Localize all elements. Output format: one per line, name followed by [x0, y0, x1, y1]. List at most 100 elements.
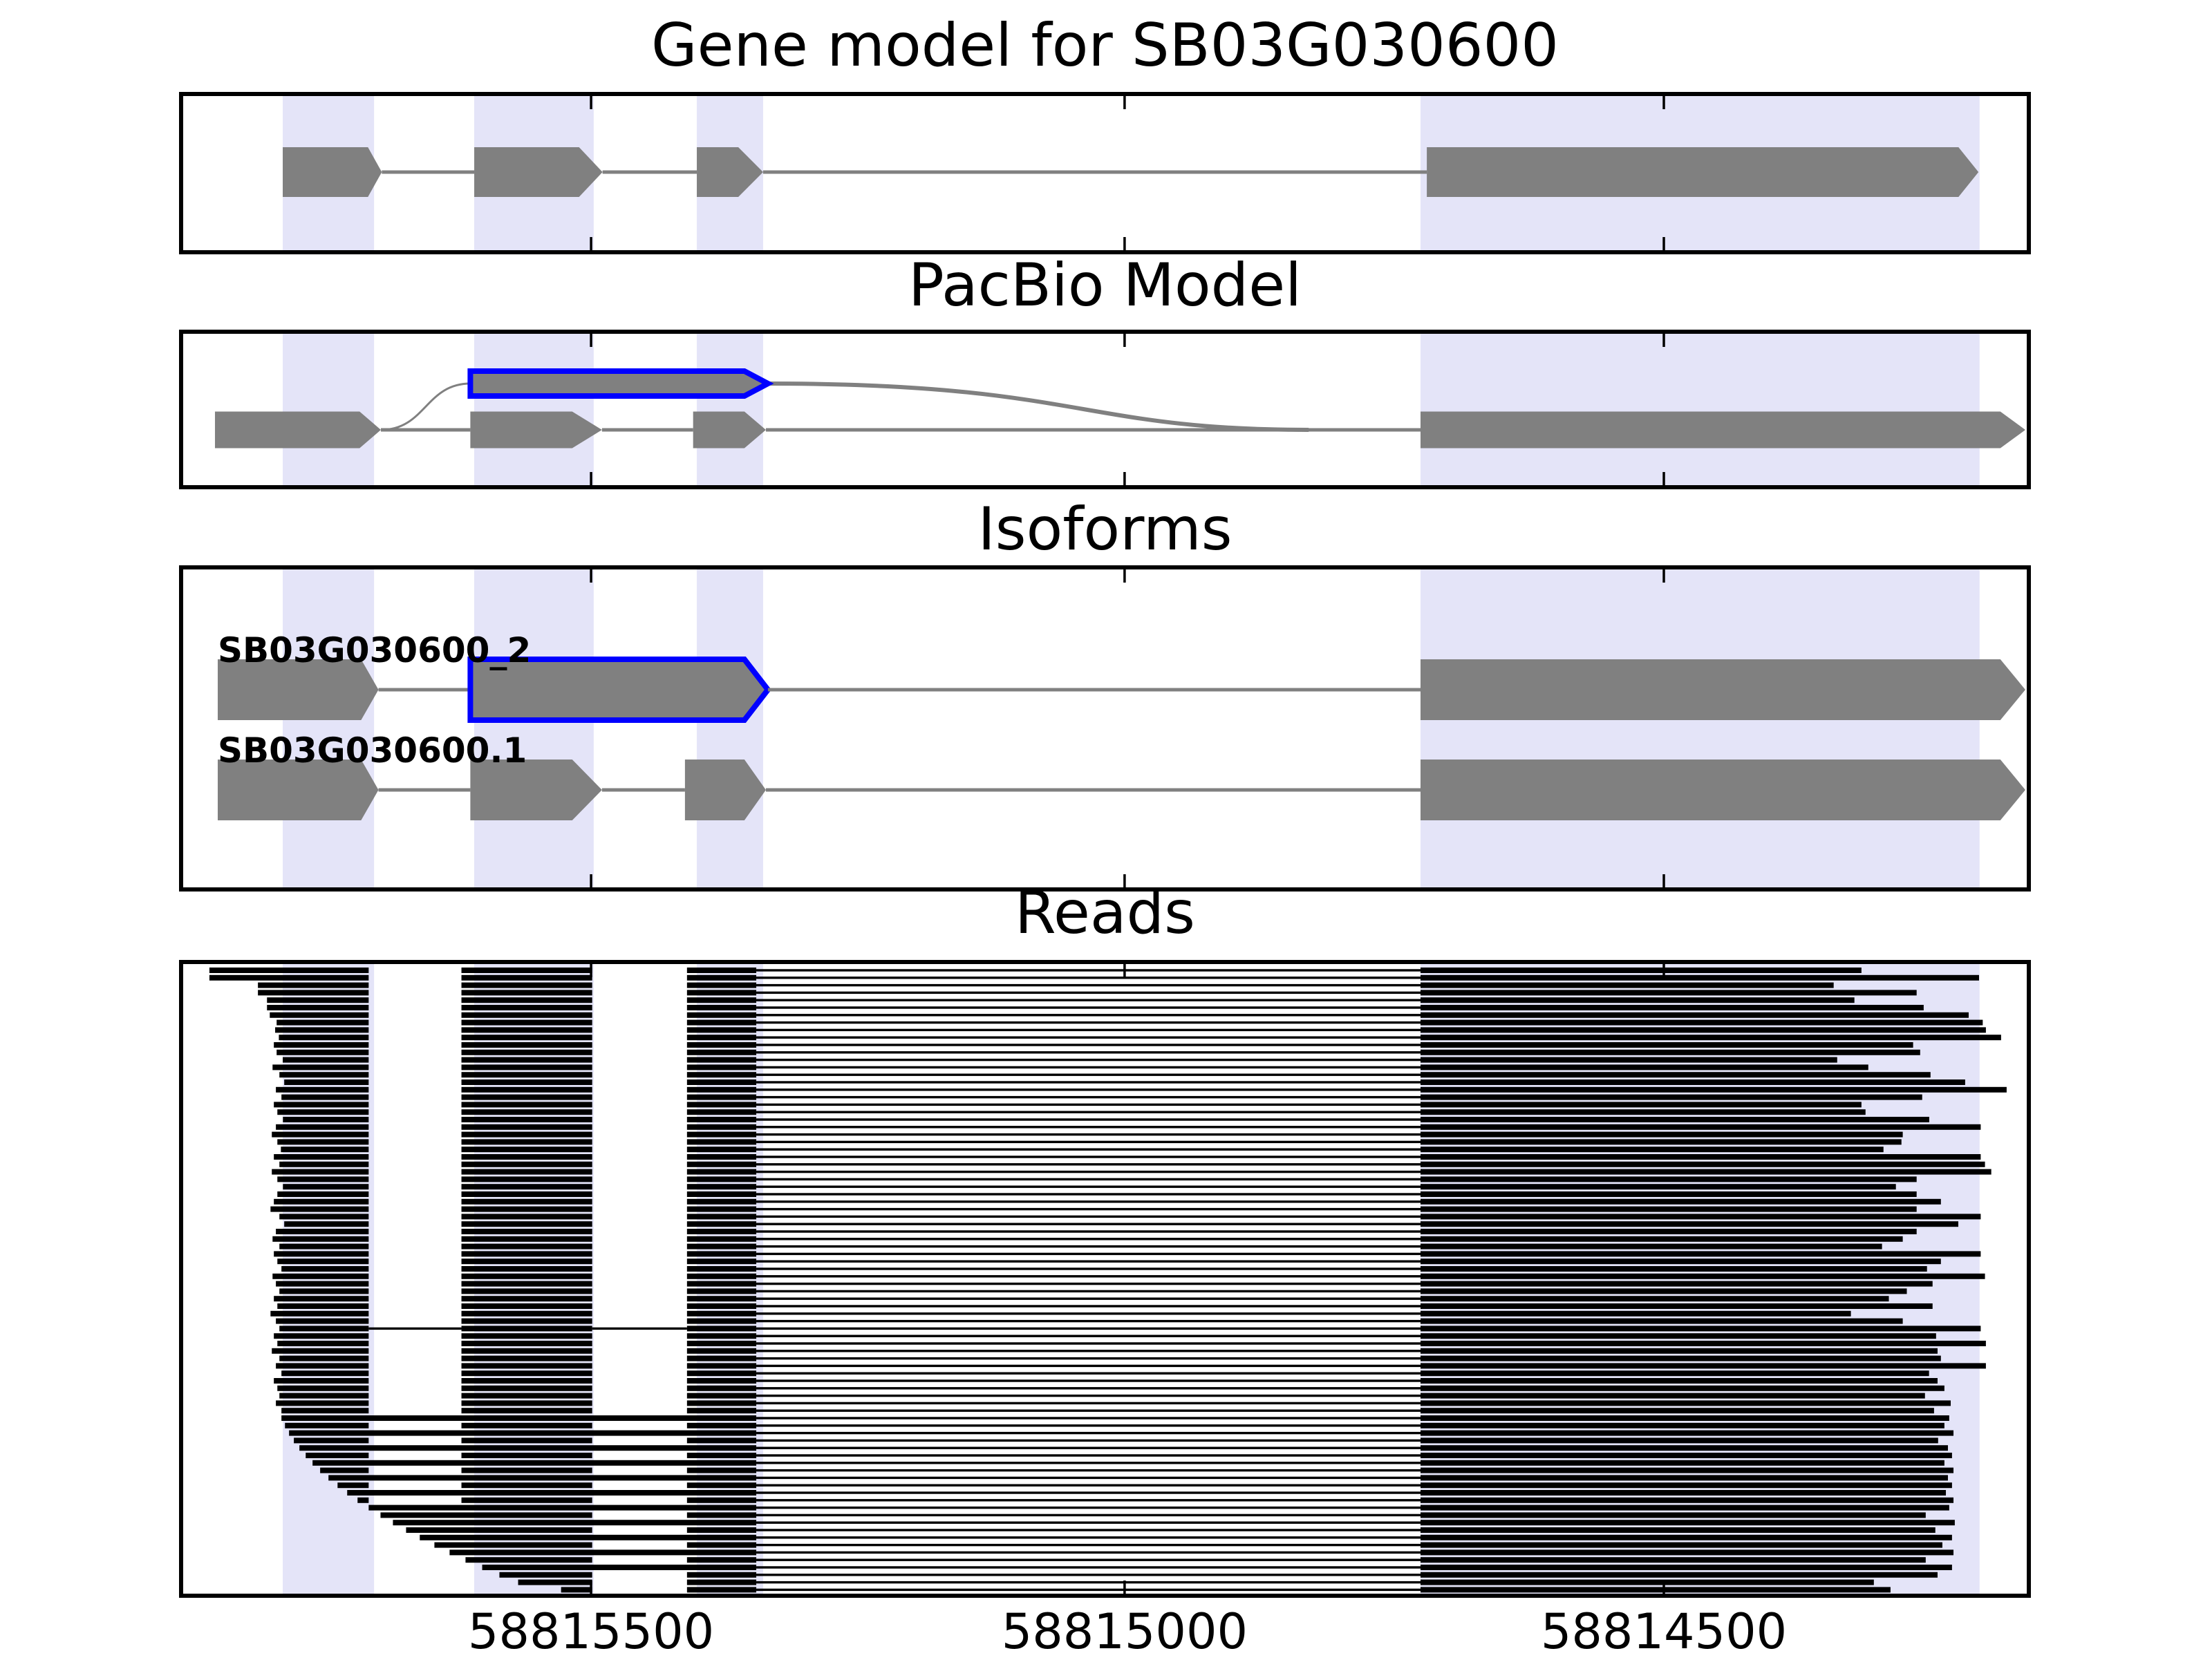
read-intron-line [756, 1417, 1421, 1420]
panel-gene-svg [179, 92, 2031, 254]
read-exon-segment [1421, 1064, 1868, 1070]
read-exon-segment [1421, 1378, 1938, 1384]
read-exon-segment [272, 1064, 369, 1070]
read-exon-segment [499, 1572, 592, 1578]
read-exon-segment [686, 1288, 757, 1294]
read-row [274, 1102, 1862, 1108]
read-exon-segment [461, 1385, 592, 1391]
read-exon-segment [276, 1019, 369, 1026]
read-intron-line [756, 1387, 1421, 1390]
read-exon-segment [1421, 1355, 1941, 1361]
isoforms-panel: SB03G030600_2 SB03G030600.1 [179, 565, 2031, 892]
read-intron-line [756, 1207, 1421, 1211]
read-exon-segment [686, 1012, 757, 1018]
read-row [274, 1333, 1936, 1339]
read-exon-segment [461, 1184, 592, 1190]
read-exon-segment [461, 1408, 592, 1414]
read-intron-line [756, 1073, 1421, 1076]
read-intron-line [756, 1290, 1421, 1293]
selected-exon-block [467, 657, 771, 723]
exon-block [1421, 760, 2025, 820]
read-exon-segment [1421, 1557, 1926, 1563]
read-exon-segment [686, 1019, 757, 1026]
read-exon-segment [1421, 1572, 1938, 1578]
read-exon-segment [1421, 1520, 1955, 1526]
read-intron-line [756, 1200, 1421, 1203]
read-exon-segment [1421, 1460, 1944, 1466]
read-exon-segment [686, 968, 757, 973]
read-exon-segment [274, 1333, 369, 1339]
read-intron-line [756, 1588, 1421, 1592]
read-row [272, 1273, 1985, 1279]
panel-title-pacbio: PacBio Model [908, 251, 1302, 320]
read-exon-segment [270, 1206, 369, 1212]
read-row [272, 1236, 1903, 1242]
read-row [279, 1072, 1931, 1078]
read-exon-segment [686, 1042, 757, 1048]
read-exon-segment [461, 1243, 592, 1249]
read-intron-line [756, 1170, 1421, 1173]
read-exon-segment [461, 1198, 592, 1205]
read-intron-line [756, 1551, 1421, 1554]
read-exon-segment [461, 1161, 592, 1167]
read-intron-line [756, 1491, 1421, 1494]
read-intron-line [756, 1513, 1421, 1517]
read-intron-line [756, 1350, 1421, 1352]
read-row [279, 1393, 1925, 1399]
read-exon-segment [686, 1184, 757, 1190]
read-row [281, 1147, 1884, 1153]
read-row [277, 1176, 1917, 1182]
read-exon-segment [461, 1258, 592, 1265]
read-intron-line [756, 1245, 1421, 1248]
read-exon-segment [686, 1236, 757, 1242]
read-exon-segment [1421, 1408, 1934, 1414]
read-exon-segment [686, 1542, 757, 1548]
read-exon-segment [1421, 1243, 1882, 1249]
read-row [276, 1318, 1903, 1324]
read-exon-segment [267, 1005, 369, 1010]
read-intron-line [756, 1095, 1421, 1099]
read-exon-segment [461, 1221, 592, 1227]
read-intron-line [756, 1066, 1421, 1069]
read-row [276, 1049, 1920, 1055]
read-exon-segment [686, 1341, 757, 1346]
read-exon-segment [276, 1086, 369, 1093]
read-row [284, 1079, 1965, 1085]
read-intron-line [756, 1484, 1421, 1487]
read-intron-line [756, 1462, 1421, 1464]
read-exon-segment [686, 1169, 757, 1175]
read-intron-line [756, 1543, 1421, 1547]
read-intron-line [756, 1574, 1421, 1576]
exon-block [217, 760, 379, 820]
exon-highlight-band [474, 565, 594, 892]
read-exon-segment [281, 1370, 369, 1377]
read-intron-line [756, 1215, 1421, 1218]
read-exon-segment [1421, 1094, 1922, 1100]
read-exon-segment [482, 1565, 757, 1570]
read-exon-segment [277, 1385, 369, 1391]
read-exon-segment [279, 1288, 369, 1294]
read-exon-segment [461, 1169, 592, 1175]
read-exon-segment [1421, 1206, 1917, 1212]
read-row [277, 1109, 1866, 1115]
read-exon-segment [406, 1527, 592, 1533]
read-exon-segment [258, 982, 369, 988]
read-exon-segment [1421, 1072, 1931, 1078]
read-exon-segment [461, 1370, 592, 1377]
read-exon-segment [1421, 1579, 1874, 1585]
read-row [258, 990, 1917, 996]
panel-isoforms-svg: SB03G030600_2 SB03G030600.1 [179, 565, 2031, 892]
read-exon-segment [686, 1206, 757, 1212]
read-exon-segment [686, 1318, 757, 1324]
read-row [283, 1057, 1837, 1063]
read-exon-segment [686, 1437, 757, 1444]
read-row [320, 1467, 1954, 1473]
read-intron-line [756, 1156, 1421, 1158]
read-row [347, 1490, 1947, 1496]
read-exon-segment [461, 1393, 592, 1399]
read-intron-line [756, 1267, 1421, 1270]
read-exon-segment [686, 1281, 757, 1287]
isoform-label: SB03G030600.1 [218, 730, 527, 771]
exon-block [470, 760, 602, 820]
